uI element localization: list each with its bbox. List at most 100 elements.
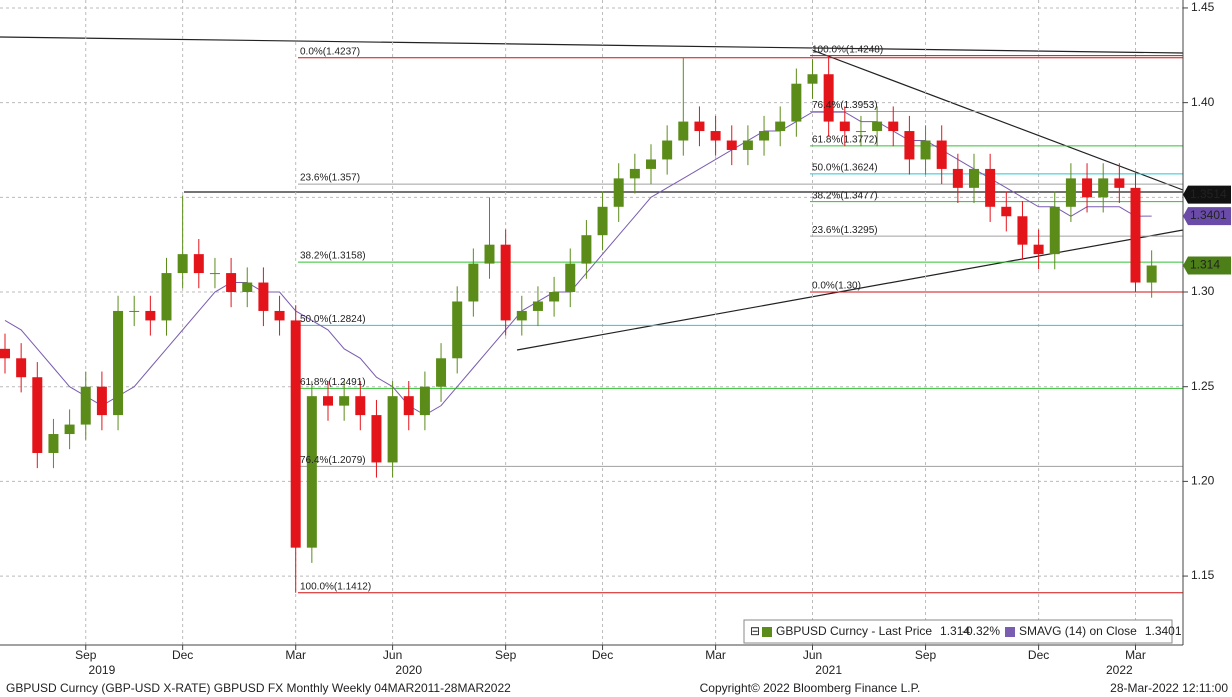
x-tick-label: Sep — [915, 648, 937, 662]
y-tick-label: 1.40 — [1191, 95, 1215, 109]
y-tick-label: 1.15 — [1191, 568, 1215, 582]
candle-body — [1033, 244, 1044, 255]
price-tag — [1183, 185, 1231, 204]
price-tag-label: 1.314 — [1190, 258, 1220, 272]
candle-body — [177, 254, 188, 274]
footer-center: Copyright© 2022 Bloomberg Finance L.P. — [700, 681, 921, 695]
price-tag — [1183, 207, 1231, 226]
y-tick-label: 1.30 — [1191, 284, 1215, 298]
candle-body — [32, 377, 43, 453]
legend-name: GBPUSD Curncy - Last Price — [776, 624, 932, 638]
candle-body — [532, 301, 543, 311]
candle-body — [436, 358, 447, 387]
x-tick-label: Dec — [1028, 648, 1049, 662]
candle-body — [339, 396, 350, 406]
candle-body — [516, 310, 527, 321]
candle-body — [484, 244, 495, 264]
candle-body — [209, 273, 220, 275]
year-label: 2020 — [395, 663, 422, 677]
candle-body — [565, 263, 576, 293]
fib-label: 38.2%(1.3477) — [812, 190, 878, 201]
year-label: 2022 — [1106, 663, 1133, 677]
candle-body — [1130, 187, 1141, 283]
legend-swatch — [762, 627, 772, 637]
candle-body — [694, 121, 705, 132]
candle-body — [969, 168, 979, 188]
candle-body — [193, 254, 204, 274]
legend-box — [743, 619, 1173, 644]
fib-label: 23.6%(1.357) — [300, 173, 360, 184]
legend-value: 1.314 — [940, 624, 970, 638]
candle-body — [791, 83, 802, 122]
candle-body — [113, 310, 124, 416]
candle-body — [807, 74, 818, 84]
candle-body — [355, 396, 366, 416]
x-tick-label: Mar — [285, 648, 306, 662]
x-tick-label: Dec — [172, 648, 193, 662]
x-tick-label: Dec — [592, 648, 613, 662]
fib-label: 38.2%(1.3158) — [300, 251, 366, 262]
candle-body — [549, 292, 560, 302]
candle-body — [646, 159, 656, 169]
trend-line — [516, 229, 1184, 351]
x-tick-label: Mar — [1125, 648, 1146, 662]
candle-body — [274, 310, 285, 321]
candle-body — [387, 396, 398, 463]
candle-body — [96, 386, 107, 416]
candle-body — [1114, 178, 1125, 188]
candle-body — [855, 131, 866, 133]
candle-body — [952, 168, 963, 188]
x-tick-label: Sep — [495, 648, 517, 662]
footer-right: 28-Mar-2022 12:11:00 — [1110, 681, 1228, 695]
trend-line — [811, 49, 1184, 191]
fib-label: 61.8%(1.2491) — [300, 377, 366, 388]
candle-body — [839, 121, 850, 132]
trend-line — [0, 36, 1184, 54]
candle-body — [129, 310, 140, 312]
candle-body — [662, 140, 673, 160]
candle-body — [597, 206, 608, 236]
fib-label: 76.4%(1.2079) — [300, 455, 366, 466]
price-tag-label: 1.3514 — [1190, 187, 1227, 201]
candle-body — [1098, 178, 1109, 198]
candle-body — [403, 396, 414, 416]
year-label: 2019 — [89, 663, 116, 677]
candle-body — [1017, 216, 1028, 245]
candle-body — [242, 282, 253, 293]
candle-body — [1082, 178, 1093, 198]
candle-body — [500, 244, 511, 321]
fib-label: 50.0%(1.2824) — [300, 314, 366, 325]
candle-body — [419, 386, 430, 416]
legend-name: SMAVG (14) on Close — [1019, 624, 1137, 638]
y-tick-label: 1.25 — [1191, 379, 1215, 393]
candle-body — [726, 140, 737, 150]
fib-label: 61.8%(1.3772) — [812, 134, 878, 145]
candle-body — [613, 178, 624, 207]
candle-body — [985, 168, 996, 207]
x-tick-label: Mar — [705, 648, 726, 662]
footer-left: GBPUSD Curncy (GBP-USD X-RATE) GBPUSD FX… — [6, 681, 511, 695]
sma-line — [4, 111, 1152, 416]
fib-label: 0.0%(1.30) — [812, 281, 861, 292]
candle-body — [290, 320, 301, 548]
price-tag — [1183, 256, 1231, 275]
candle-body — [581, 235, 592, 264]
fib-label: 0.0%(1.4237) — [300, 46, 360, 57]
x-tick-label: Jun — [383, 648, 402, 662]
candle-body — [16, 358, 27, 378]
candle-body — [64, 424, 75, 435]
candle-body — [0, 348, 10, 359]
candle-body — [888, 121, 899, 132]
fib-label: 100.0%(1.1412) — [300, 581, 371, 592]
fib-label: 76.4%(1.3953) — [812, 100, 878, 111]
candle-body — [1001, 206, 1012, 217]
candle-body — [710, 131, 721, 141]
candle-body — [1146, 265, 1157, 283]
candle-body — [872, 121, 883, 132]
candle-body — [936, 140, 947, 169]
legend-swatch — [1005, 627, 1015, 637]
candle-body — [145, 310, 156, 321]
y-tick-label: 1.20 — [1191, 474, 1215, 488]
candle-body — [452, 301, 463, 359]
